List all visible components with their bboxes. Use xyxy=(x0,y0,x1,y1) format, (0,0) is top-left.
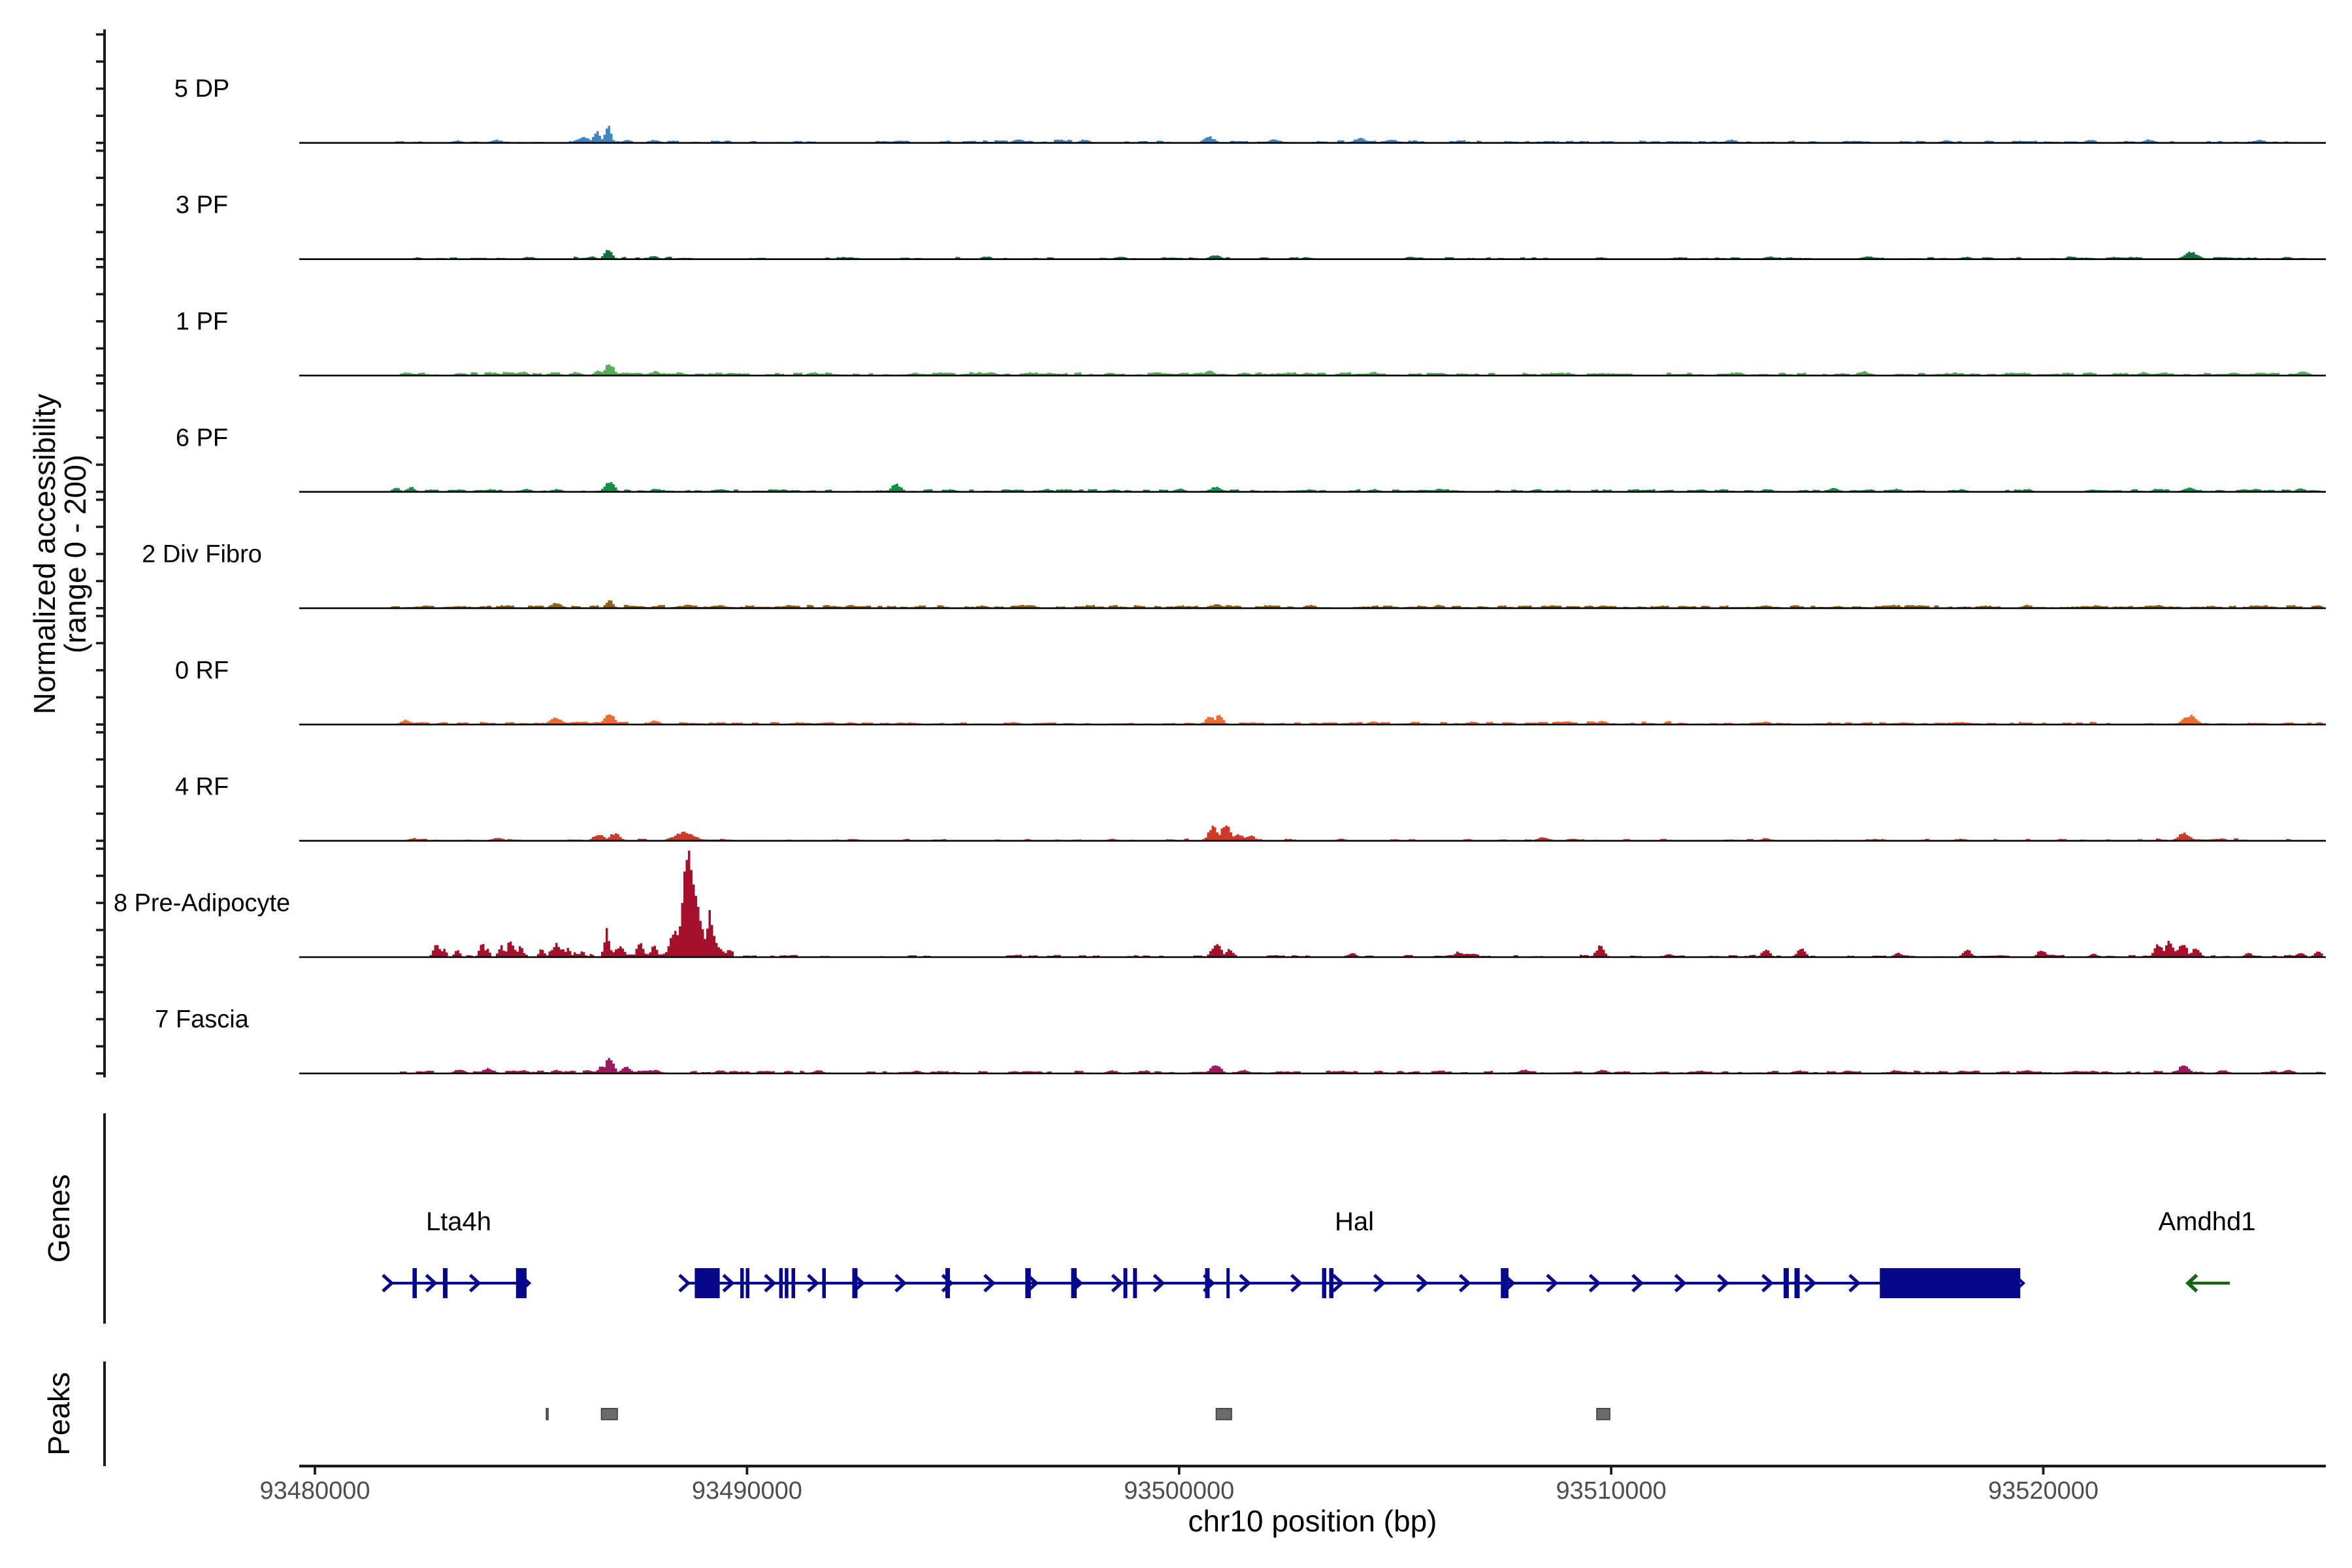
svg-text:Normalized accessibility: Normalized accessibility xyxy=(27,394,61,715)
svg-text:4 RF: 4 RF xyxy=(175,773,229,800)
svg-text:1 PF: 1 PF xyxy=(176,308,228,335)
svg-text:Lta4h: Lta4h xyxy=(426,1207,491,1236)
svg-text:Genes: Genes xyxy=(42,1174,76,1263)
svg-text:chr10 position (bp): chr10 position (bp) xyxy=(1188,1504,1437,1538)
svg-text:(range 0 - 200): (range 0 - 200) xyxy=(58,455,92,653)
svg-text:93480000: 93480000 xyxy=(259,1477,370,1505)
svg-text:93500000: 93500000 xyxy=(1124,1477,1234,1505)
svg-text:2 Div Fibro: 2 Div Fibro xyxy=(142,540,262,568)
svg-text:6 PF: 6 PF xyxy=(176,424,228,451)
svg-text:7 Fascia: 7 Fascia xyxy=(155,1006,249,1034)
svg-text:8 Pre-Adipocyte: 8 Pre-Adipocyte xyxy=(114,890,290,917)
svg-text:3 PF: 3 PF xyxy=(176,191,228,219)
svg-text:Amdhd1: Amdhd1 xyxy=(2159,1207,2256,1236)
svg-text:93520000: 93520000 xyxy=(1988,1477,2099,1505)
svg-text:0 RF: 0 RF xyxy=(175,657,229,684)
svg-text:Hal: Hal xyxy=(1335,1207,1374,1236)
svg-text:Peaks: Peaks xyxy=(42,1372,76,1456)
svg-text:93490000: 93490000 xyxy=(692,1477,802,1505)
svg-text:93510000: 93510000 xyxy=(1556,1477,1667,1505)
svg-text:5 DP: 5 DP xyxy=(174,75,229,103)
